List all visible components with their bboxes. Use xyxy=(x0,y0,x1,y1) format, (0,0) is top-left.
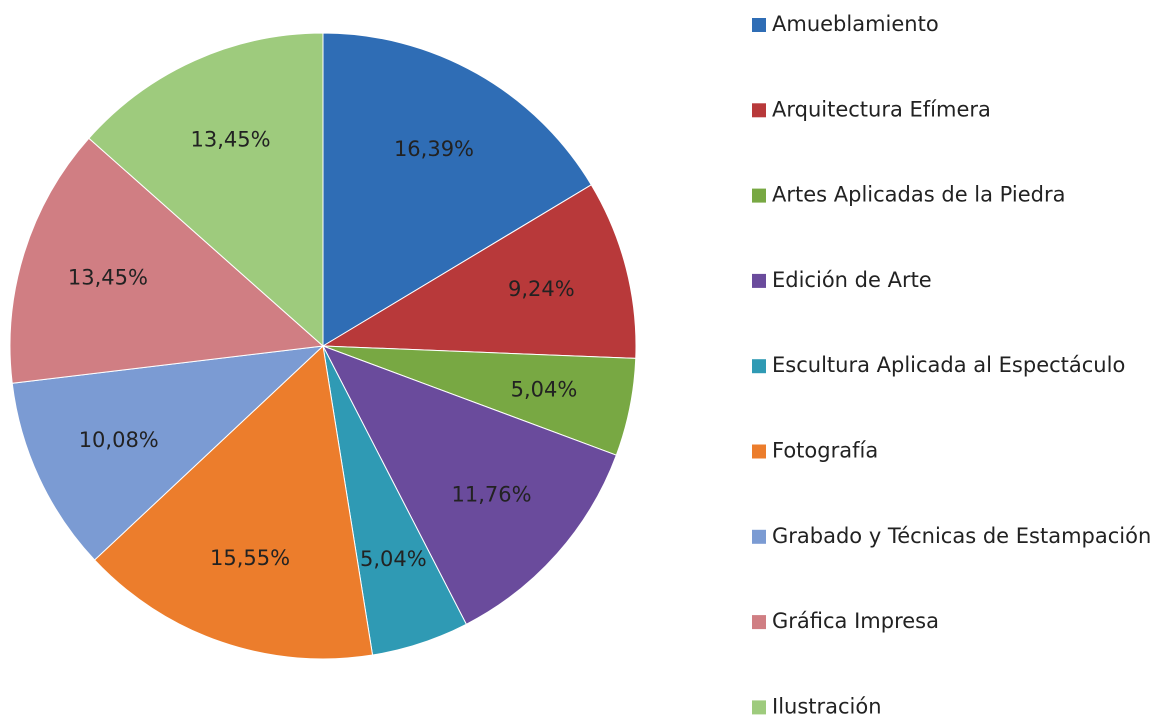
pie-slice xyxy=(88,32,324,348)
pie-slice xyxy=(321,184,637,359)
pie-slice xyxy=(93,344,374,660)
legend-label: Gráfica Impresa xyxy=(772,609,939,633)
legend-swatch xyxy=(752,615,766,630)
legend-swatch xyxy=(752,529,766,544)
data-label: 11,76% xyxy=(452,483,532,507)
legend-label: Grabado y Técnicas de Estampación xyxy=(772,524,1151,548)
data-label: 5,04% xyxy=(360,547,427,571)
data-label: 13,45% xyxy=(68,266,148,290)
pie-slice xyxy=(322,32,592,347)
data-label: 5,04% xyxy=(511,377,578,401)
pie-slice xyxy=(9,137,325,384)
legend-swatch xyxy=(752,700,766,715)
pie-slice xyxy=(321,345,617,625)
legend-swatch xyxy=(752,444,766,459)
legend-label: Fotografía xyxy=(772,439,878,463)
legend-label: Amueblamiento xyxy=(772,12,939,36)
legend-swatch xyxy=(752,103,766,118)
data-label: 16,39% xyxy=(394,137,474,161)
data-label: 15,55% xyxy=(210,546,290,570)
legend-label: Arquitectura Efímera xyxy=(772,97,991,121)
legend-swatch xyxy=(752,188,766,203)
legend-label: Escultura Aplicada al Espectáculo xyxy=(772,353,1125,377)
legend-swatch xyxy=(752,359,766,374)
legend-swatch xyxy=(752,18,766,32)
data-label: 9,24% xyxy=(508,277,575,301)
data-label: 10,08% xyxy=(79,428,159,452)
data-label: 13,45% xyxy=(191,127,271,151)
legend-label: Ilustración xyxy=(772,694,882,716)
pie-slice xyxy=(11,345,325,561)
legend-label: Edición de Arte xyxy=(772,268,932,292)
legend-label: Artes Aplicadas de la Piedra xyxy=(772,183,1065,207)
legend-swatch xyxy=(752,273,766,288)
